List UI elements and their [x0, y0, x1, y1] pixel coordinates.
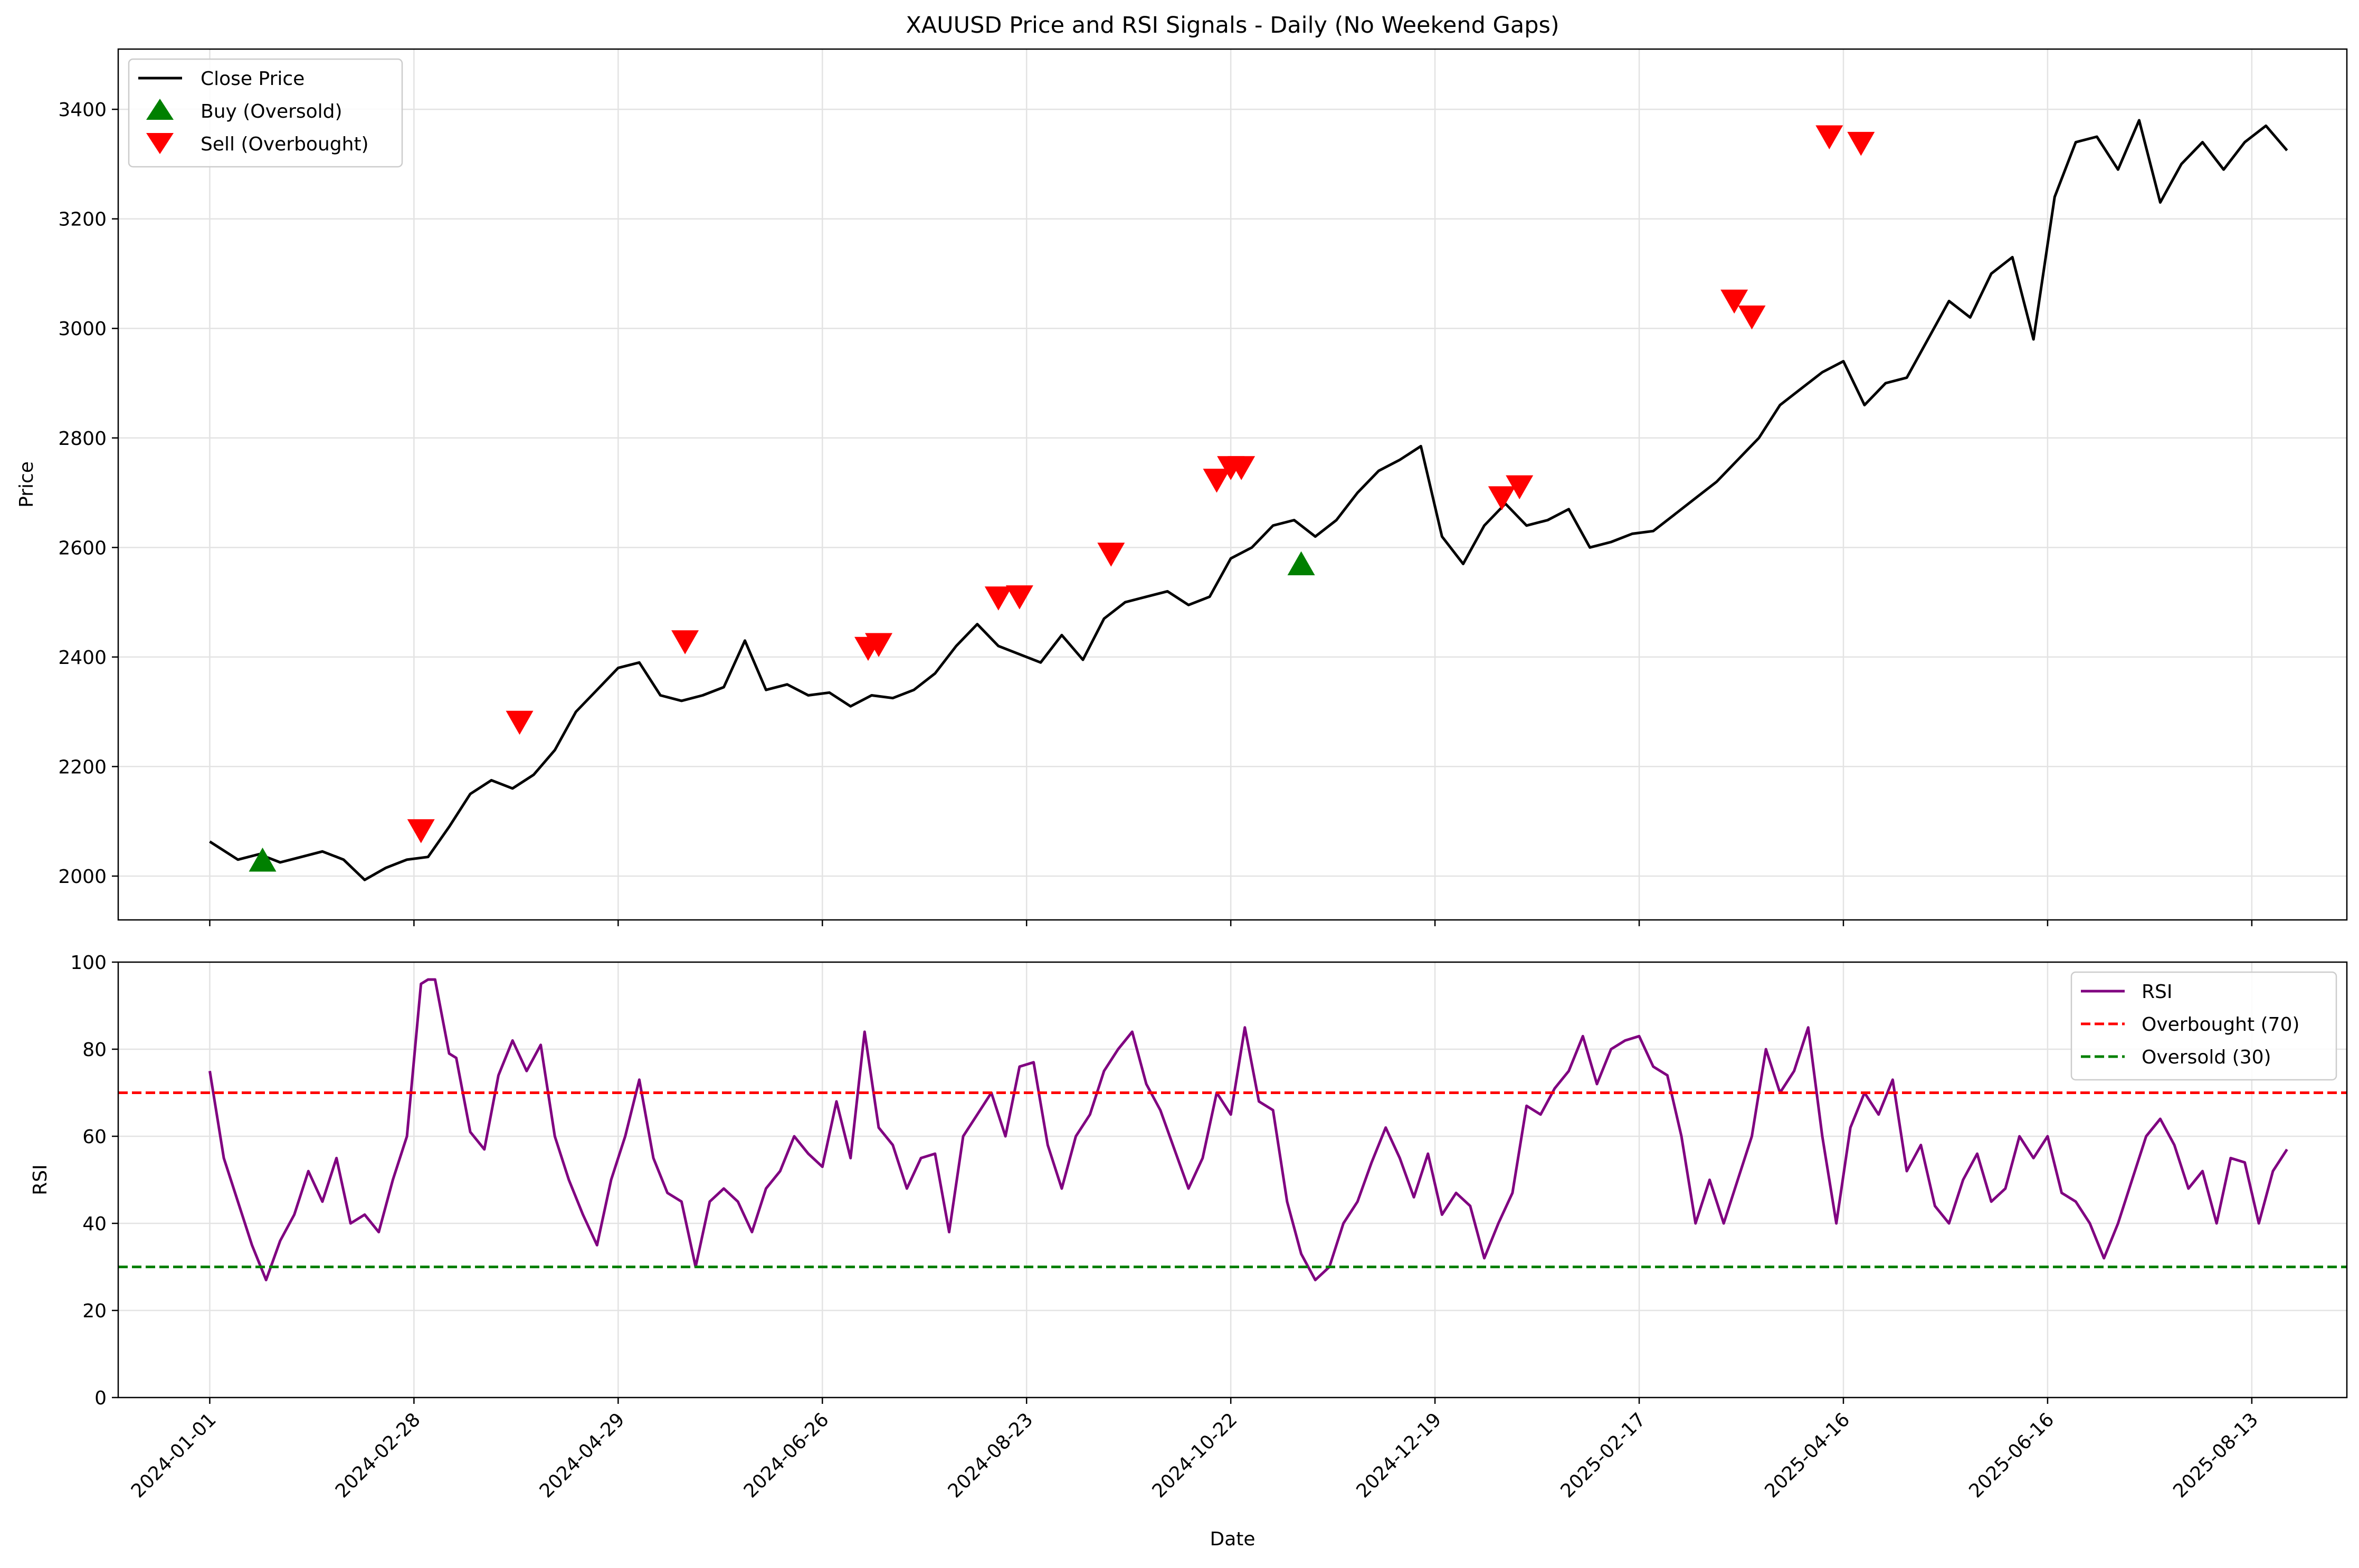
- sell-marker: [506, 710, 534, 735]
- rsi-y-tick-label: 80: [82, 1039, 107, 1061]
- price-y-tick-label: 2000: [58, 866, 107, 888]
- legend-swatch-sell: [146, 133, 174, 154]
- price-y-tick-label: 2200: [58, 756, 107, 778]
- rsi-legend: RSI Overbought (70) Oversold (30): [2070, 971, 2337, 1081]
- legend-swatch-buy: [146, 99, 174, 120]
- legend-label-sell: Sell (Overbought): [201, 134, 369, 155]
- legend-label-rsi: RSI: [2142, 981, 2172, 1003]
- sell-marker: [1720, 289, 1748, 314]
- sell-marker: [1203, 469, 1231, 493]
- rsi-y-tick-label: 20: [82, 1300, 107, 1322]
- price-panel: 2000 2200 2400 2600 2800 3000 3200 3400 XAUUSD P…: [16, 12, 2348, 926]
- chart-title: XAUUSD Price and RSI Signals - Daily (No…: [906, 12, 1559, 39]
- sell-marker: [1815, 125, 1843, 149]
- rsi-y-tick-label: 40: [82, 1213, 107, 1235]
- rsi-axes-frame: [117, 961, 2348, 1399]
- sell-marker: [1097, 543, 1125, 567]
- price-y-tick-label: 2600: [58, 537, 107, 559]
- price-axes-frame: [117, 48, 2348, 921]
- rsi-y-tick-label: 60: [82, 1126, 107, 1148]
- legend-label-close-price: Close Price: [201, 68, 305, 90]
- rsi-y-tick-label: 0: [94, 1388, 107, 1409]
- price-y-axis-label: Price: [16, 461, 37, 508]
- sell-marker: [1228, 456, 1255, 480]
- legend-label-oversold: Oversold (30): [2142, 1047, 2271, 1068]
- price-y-tick-label: 3000: [58, 318, 107, 340]
- buy-marker: [249, 847, 277, 872]
- sell-marker: [407, 819, 435, 843]
- sell-marker: [865, 633, 893, 657]
- close-price-line: [209, 119, 2288, 881]
- sell-marker: [1847, 131, 1875, 156]
- x-axis-label: Date: [1210, 1528, 1255, 1550]
- rsi-line: [208, 978, 2288, 1281]
- price-legend: Close Price Buy (Oversold) Sell (Overbough…: [128, 58, 403, 168]
- sell-marker: [1738, 305, 1766, 330]
- sell-marker: [1005, 585, 1033, 610]
- sell-marker: [671, 630, 699, 654]
- price-y-tick-label: 3200: [58, 209, 107, 231]
- price-y-tick-label: 2400: [58, 647, 107, 669]
- price-y-tick-label: 3400: [58, 99, 107, 121]
- price-y-tick-label: 2800: [58, 428, 107, 450]
- buy-marker: [1287, 551, 1315, 576]
- price-legend-box: [128, 58, 403, 168]
- rsi-legend-box: [2070, 971, 2337, 1081]
- rsi-y-axis-label: RSI: [30, 1164, 51, 1195]
- sell-marker: [1506, 475, 1534, 500]
- legend-label-overbought: Overbought (70): [2142, 1014, 2299, 1035]
- sell-marker: [984, 586, 1012, 611]
- rsi-y-tick-label: 100: [70, 952, 107, 974]
- sell-marker: [1488, 486, 1516, 510]
- legend-label-buy: Buy (Oversold): [201, 101, 343, 122]
